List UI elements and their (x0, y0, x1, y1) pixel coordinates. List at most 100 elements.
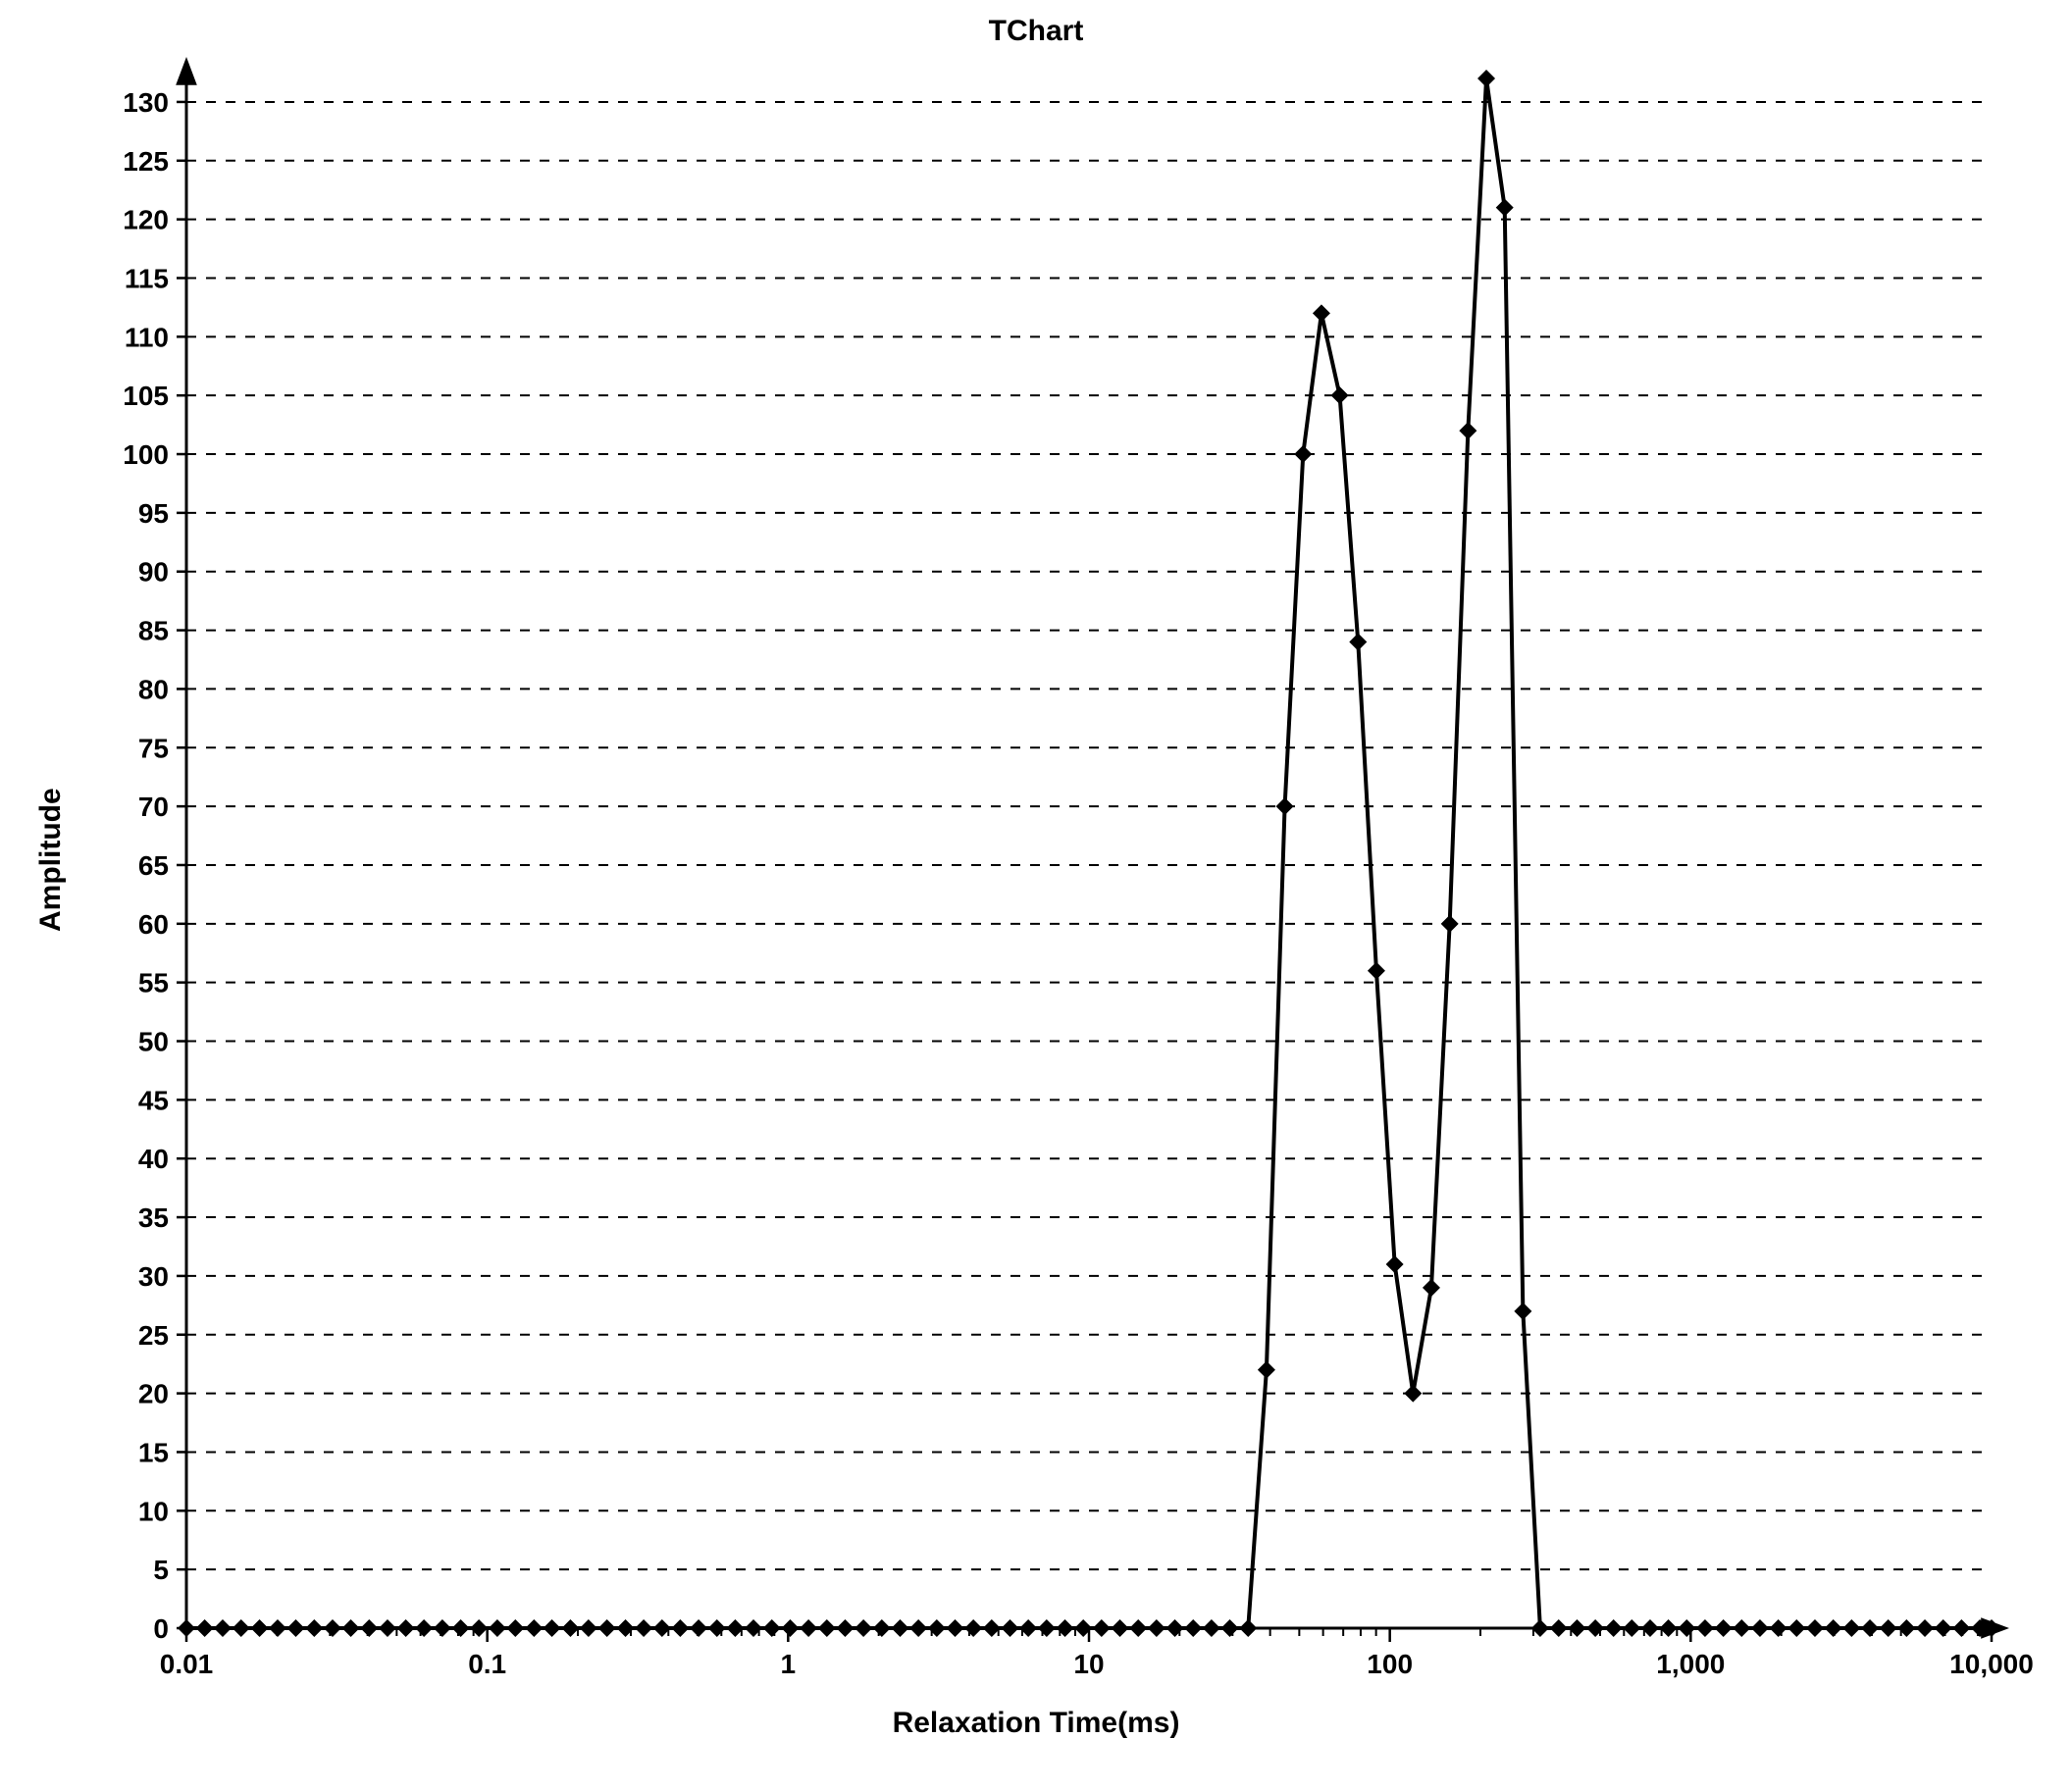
data-marker (1423, 1279, 1440, 1297)
data-marker (544, 1619, 561, 1637)
data-marker (598, 1619, 616, 1637)
data-marker (1477, 70, 1495, 87)
data-marker (1715, 1619, 1733, 1637)
y-tick-label: 85 (138, 616, 169, 646)
y-tick-label: 50 (138, 1027, 169, 1057)
data-marker (1806, 1619, 1824, 1637)
data-marker (360, 1619, 378, 1637)
chart-container: { "chart": { "type": "line", "title": "T… (0, 0, 2072, 1790)
data-marker (1038, 1619, 1056, 1637)
y-tick-label: 110 (125, 322, 169, 352)
data-marker (1514, 1303, 1531, 1320)
data-marker (269, 1619, 286, 1637)
data-marker (287, 1619, 305, 1637)
data-marker (1696, 1619, 1714, 1637)
y-tick-label: 5 (153, 1555, 169, 1585)
data-marker (1459, 422, 1476, 439)
data-marker (214, 1619, 232, 1637)
y-tick-label: 75 (138, 733, 169, 763)
y-tick-label: 70 (138, 792, 169, 822)
data-marker (1751, 1619, 1769, 1637)
data-marker (763, 1619, 781, 1637)
x-tick-label: 1 (781, 1649, 797, 1679)
y-tick-label: 35 (138, 1202, 169, 1233)
x-tick-label: 1,000 (1656, 1649, 1725, 1679)
y-tick-label: 10 (138, 1496, 169, 1526)
data-marker (580, 1619, 597, 1637)
data-marker (671, 1619, 689, 1637)
y-tick-label: 25 (138, 1320, 169, 1351)
data-marker (1550, 1619, 1568, 1637)
y-tick-label: 60 (138, 909, 169, 940)
data-marker (1952, 1619, 1970, 1637)
data-marker (1825, 1619, 1842, 1637)
data-marker (1002, 1619, 1019, 1637)
data-marker (1496, 199, 1514, 217)
data-marker (946, 1619, 963, 1637)
data-marker (1880, 1619, 1897, 1637)
data-marker (891, 1619, 908, 1637)
data-marker (1386, 1255, 1404, 1273)
y-tick-label: 105 (123, 381, 169, 411)
data-marker (873, 1619, 891, 1637)
data-marker (1770, 1619, 1787, 1637)
data-marker (1166, 1619, 1184, 1637)
data-marker (342, 1619, 360, 1637)
data-marker (1203, 1619, 1220, 1637)
x-tick-label: 10 (1073, 1649, 1104, 1679)
data-marker (1258, 1361, 1275, 1379)
data-marker (1184, 1619, 1202, 1637)
ticks: 0510152025303540455055606570758085909510… (123, 87, 2034, 1679)
data-marker (928, 1619, 946, 1637)
data-marker (251, 1619, 269, 1637)
grid (186, 102, 1992, 1569)
axes (176, 57, 2009, 1639)
data-marker (1733, 1619, 1750, 1637)
data-marker (379, 1619, 396, 1637)
data-marker (708, 1619, 726, 1637)
data-marker (178, 1619, 195, 1637)
data-marker (909, 1619, 927, 1637)
data-marker (1842, 1619, 1860, 1637)
y-tick-label: 115 (125, 263, 169, 293)
data-marker (1623, 1619, 1640, 1637)
data-marker (1129, 1619, 1147, 1637)
data-marker (1441, 915, 1459, 933)
data-marker (964, 1619, 982, 1637)
data-marker (818, 1619, 836, 1637)
data-marker (1935, 1619, 1952, 1637)
data-marker (1368, 962, 1385, 980)
y-tick-label: 80 (138, 674, 169, 704)
y-tick-label: 120 (123, 205, 169, 235)
y-tick-label: 45 (138, 1085, 169, 1115)
data-marker (1586, 1619, 1604, 1637)
data-marker (1093, 1619, 1111, 1637)
x-tick-label: 10,000 (1949, 1649, 2034, 1679)
data-marker (781, 1619, 799, 1637)
data-marker (1861, 1619, 1879, 1637)
data-marker (1605, 1619, 1623, 1637)
data-marker (1404, 1385, 1422, 1403)
data-marker (1276, 797, 1294, 815)
y-tick-label: 65 (138, 850, 169, 881)
series-line (186, 78, 1992, 1628)
x-tick-label: 0.1 (468, 1649, 506, 1679)
data-marker (855, 1619, 872, 1637)
data-marker (434, 1619, 451, 1637)
data-marker (1239, 1619, 1257, 1637)
y-tick-label: 55 (138, 968, 169, 998)
data-marker (1349, 634, 1367, 651)
y-tick-label: 0 (153, 1613, 169, 1644)
data-marker (800, 1619, 817, 1637)
data-marker (1916, 1619, 1934, 1637)
data-marker (1331, 386, 1349, 404)
data-marker (690, 1619, 707, 1637)
data-marker (1678, 1619, 1695, 1637)
y-tick-label: 30 (138, 1261, 169, 1292)
data-marker (1787, 1619, 1805, 1637)
data-marker (1112, 1619, 1129, 1637)
data-marker (305, 1619, 323, 1637)
data-marker (324, 1619, 341, 1637)
y-tick-label: 40 (138, 1144, 169, 1174)
x-tick-label: 0.01 (160, 1649, 214, 1679)
